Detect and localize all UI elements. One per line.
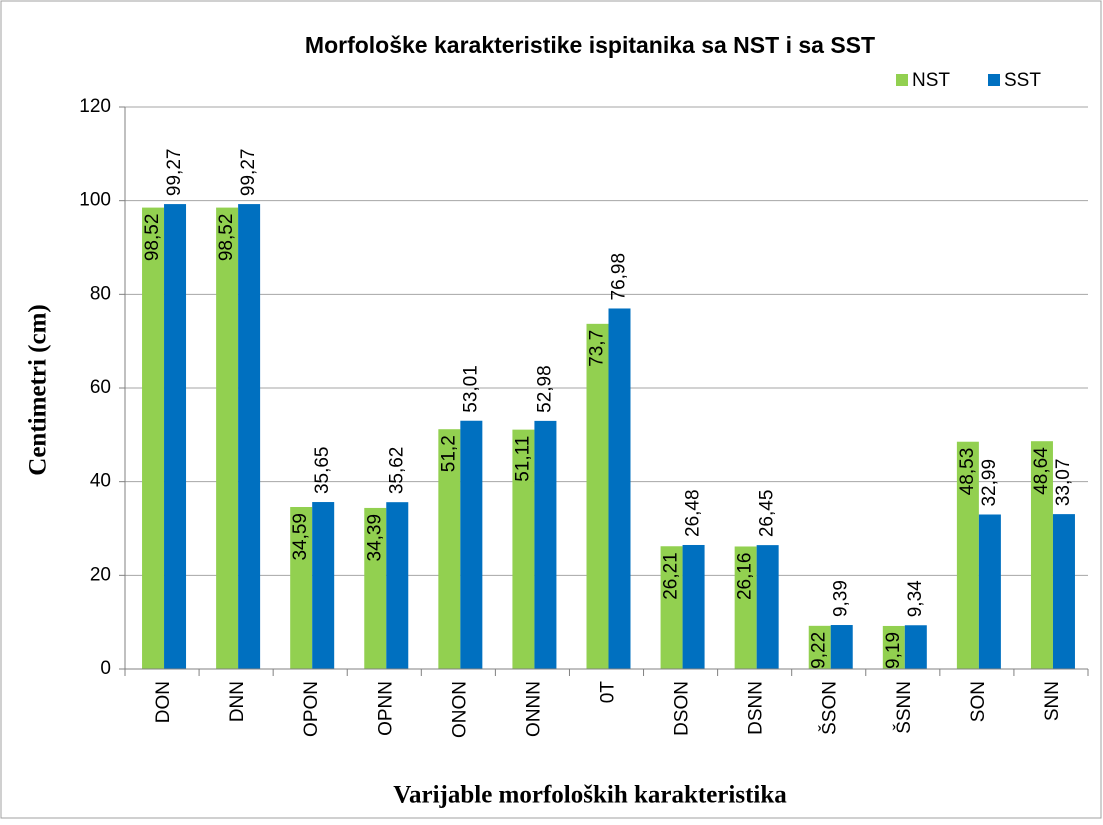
x-tick-label: ŠSNN xyxy=(893,681,915,734)
legend-label: NST xyxy=(912,70,950,91)
bar xyxy=(756,545,779,669)
data-label: 99,27 xyxy=(238,149,259,197)
legend-swatch xyxy=(988,74,1000,86)
bar xyxy=(734,546,757,669)
x-tick-label: DSON xyxy=(672,681,693,736)
x-tick-label: DSNN xyxy=(746,681,767,735)
x-tick-label: OPON xyxy=(301,681,322,737)
bar xyxy=(1052,514,1075,669)
bar xyxy=(438,429,461,669)
y-tick-label: 60 xyxy=(90,377,111,398)
bar xyxy=(164,204,187,669)
data-label: 34,59 xyxy=(290,513,311,561)
data-label: 9,39 xyxy=(831,580,852,617)
data-label: 51,2 xyxy=(438,435,459,472)
data-label: 98,52 xyxy=(216,214,237,262)
x-tick-label: SNN xyxy=(1042,681,1063,721)
bar xyxy=(660,546,683,669)
data-label: 26,21 xyxy=(661,552,682,600)
y-tick-label: 120 xyxy=(79,96,111,117)
bar xyxy=(956,441,979,669)
y-tick-label: 80 xyxy=(90,283,111,304)
data-label: 34,39 xyxy=(364,514,385,562)
bar xyxy=(830,625,853,669)
x-tick-label: DON xyxy=(153,681,174,723)
data-label: 73,7 xyxy=(587,330,608,367)
bar xyxy=(882,625,905,669)
data-label: 51,11 xyxy=(512,436,533,482)
x-tick-label: ONON xyxy=(449,681,470,738)
data-label: 32,99 xyxy=(979,459,1000,507)
data-label: 26,16 xyxy=(735,552,756,600)
data-label: 26,45 xyxy=(757,490,778,538)
data-label: 9,19 xyxy=(883,632,904,669)
data-label: 35,65 xyxy=(312,446,333,494)
data-label: 9,22 xyxy=(809,632,830,669)
bar xyxy=(364,507,387,669)
legend-swatch xyxy=(896,74,908,86)
bar xyxy=(290,507,313,669)
bar xyxy=(512,429,535,669)
bar xyxy=(586,323,609,669)
x-tick-label: ONNN xyxy=(523,681,544,737)
y-tick-label: 40 xyxy=(90,471,111,492)
data-label: 52,98 xyxy=(534,365,555,413)
bar xyxy=(904,625,927,669)
bar xyxy=(386,502,409,669)
x-tick-label: OPNN xyxy=(375,681,396,736)
bar xyxy=(808,625,831,669)
x-tick-label: 0T xyxy=(598,681,619,704)
data-label: 98,52 xyxy=(142,214,163,262)
data-label: 9,34 xyxy=(905,580,926,617)
bar xyxy=(216,207,239,669)
y-tick-label: 0 xyxy=(100,658,111,679)
bar xyxy=(534,420,557,669)
data-label: 48,64 xyxy=(1031,447,1052,495)
data-label: 99,27 xyxy=(164,149,185,197)
x-tick-label: ŠSON xyxy=(819,681,841,735)
data-label: 48,53 xyxy=(957,448,978,496)
y-tick-label: 20 xyxy=(90,564,111,585)
x-axis-title: Varijable morfoloških karakteristika xyxy=(393,782,787,809)
y-axis-title: Centimetri (cm) xyxy=(25,304,52,475)
bar xyxy=(608,308,631,669)
bar xyxy=(142,207,165,669)
x-tick-label: DNN xyxy=(227,681,248,722)
chart-title: Morfološke karakteristike ispitanika sa … xyxy=(305,32,875,58)
data-label: 35,62 xyxy=(386,447,407,495)
data-label: 26,48 xyxy=(683,489,704,537)
bar xyxy=(312,502,335,669)
data-label: 33,07 xyxy=(1053,459,1074,507)
x-tick-label: SON xyxy=(968,681,989,722)
y-tick-label: 100 xyxy=(79,190,111,211)
legend-label: SST xyxy=(1004,70,1041,91)
bar xyxy=(460,420,483,669)
data-label: 76,98 xyxy=(609,253,630,301)
data-label: 53,01 xyxy=(460,365,481,413)
bar xyxy=(978,514,1001,669)
bar xyxy=(1030,441,1053,669)
bar xyxy=(238,204,261,669)
bar xyxy=(682,544,705,669)
